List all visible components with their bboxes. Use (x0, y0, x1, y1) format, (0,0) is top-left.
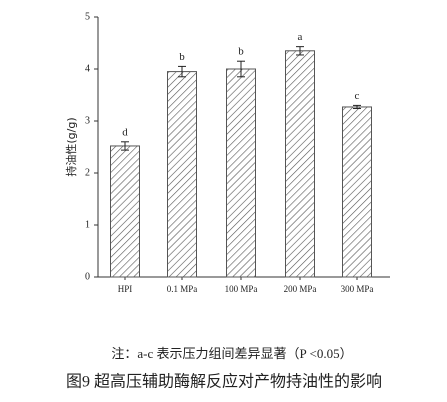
x-tick-label: 0.1 MPa (167, 284, 198, 294)
y-tick-label: 2 (85, 167, 90, 178)
y-axis-label: 持油性(g/g) (64, 117, 78, 176)
significance-letter: c (355, 90, 360, 102)
note: 注：a-c 表示压力组间差异显著（P <0.05） (111, 346, 352, 361)
x-tick-label: HPI (118, 284, 133, 294)
significance-letter: a (298, 31, 303, 43)
significance-letter: b (179, 51, 185, 63)
y-tick-label: 0 (85, 271, 90, 282)
y-tick-label: 3 (85, 115, 90, 126)
bar (285, 50, 315, 278)
bar (167, 71, 197, 278)
bar (342, 106, 372, 278)
bar (110, 145, 140, 278)
bar (226, 68, 256, 278)
x-tick-label: 300 MPa (341, 284, 374, 294)
significance-letter: d (122, 126, 128, 138)
y-tick-label: 4 (85, 63, 90, 74)
caption: 图9 超高压辅助酶解反应对产物持油性的影响 (66, 372, 382, 391)
y-tick-label: 5 (85, 11, 90, 22)
significance-letter: b (238, 46, 244, 58)
x-tick-label: 100 MPa (225, 284, 258, 294)
x-tick-label: 200 MPa (284, 284, 317, 294)
y-tick-label: 1 (85, 219, 90, 230)
